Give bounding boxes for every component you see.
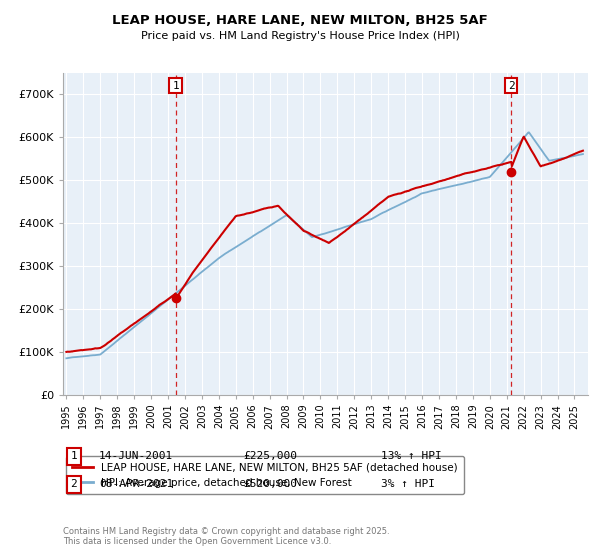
Text: Contains HM Land Registry data © Crown copyright and database right 2025.
This d: Contains HM Land Registry data © Crown c… xyxy=(63,526,389,546)
Text: 13% ↑ HPI: 13% ↑ HPI xyxy=(381,451,442,461)
Text: 08-APR-2021: 08-APR-2021 xyxy=(99,479,173,489)
Text: 14-JUN-2001: 14-JUN-2001 xyxy=(99,451,173,461)
Text: 1: 1 xyxy=(70,451,77,461)
Text: 3% ↑ HPI: 3% ↑ HPI xyxy=(381,479,435,489)
Text: 1: 1 xyxy=(172,81,179,91)
Legend: LEAP HOUSE, HARE LANE, NEW MILTON, BH25 5AF (detached house), HPI: Average price: LEAP HOUSE, HARE LANE, NEW MILTON, BH25 … xyxy=(65,456,464,494)
Text: LEAP HOUSE, HARE LANE, NEW MILTON, BH25 5AF: LEAP HOUSE, HARE LANE, NEW MILTON, BH25 … xyxy=(112,14,488,27)
Text: 2: 2 xyxy=(508,81,515,91)
Text: 2: 2 xyxy=(70,479,77,489)
Text: Price paid vs. HM Land Registry's House Price Index (HPI): Price paid vs. HM Land Registry's House … xyxy=(140,31,460,41)
Text: £520,000: £520,000 xyxy=(243,479,297,489)
Text: £225,000: £225,000 xyxy=(243,451,297,461)
